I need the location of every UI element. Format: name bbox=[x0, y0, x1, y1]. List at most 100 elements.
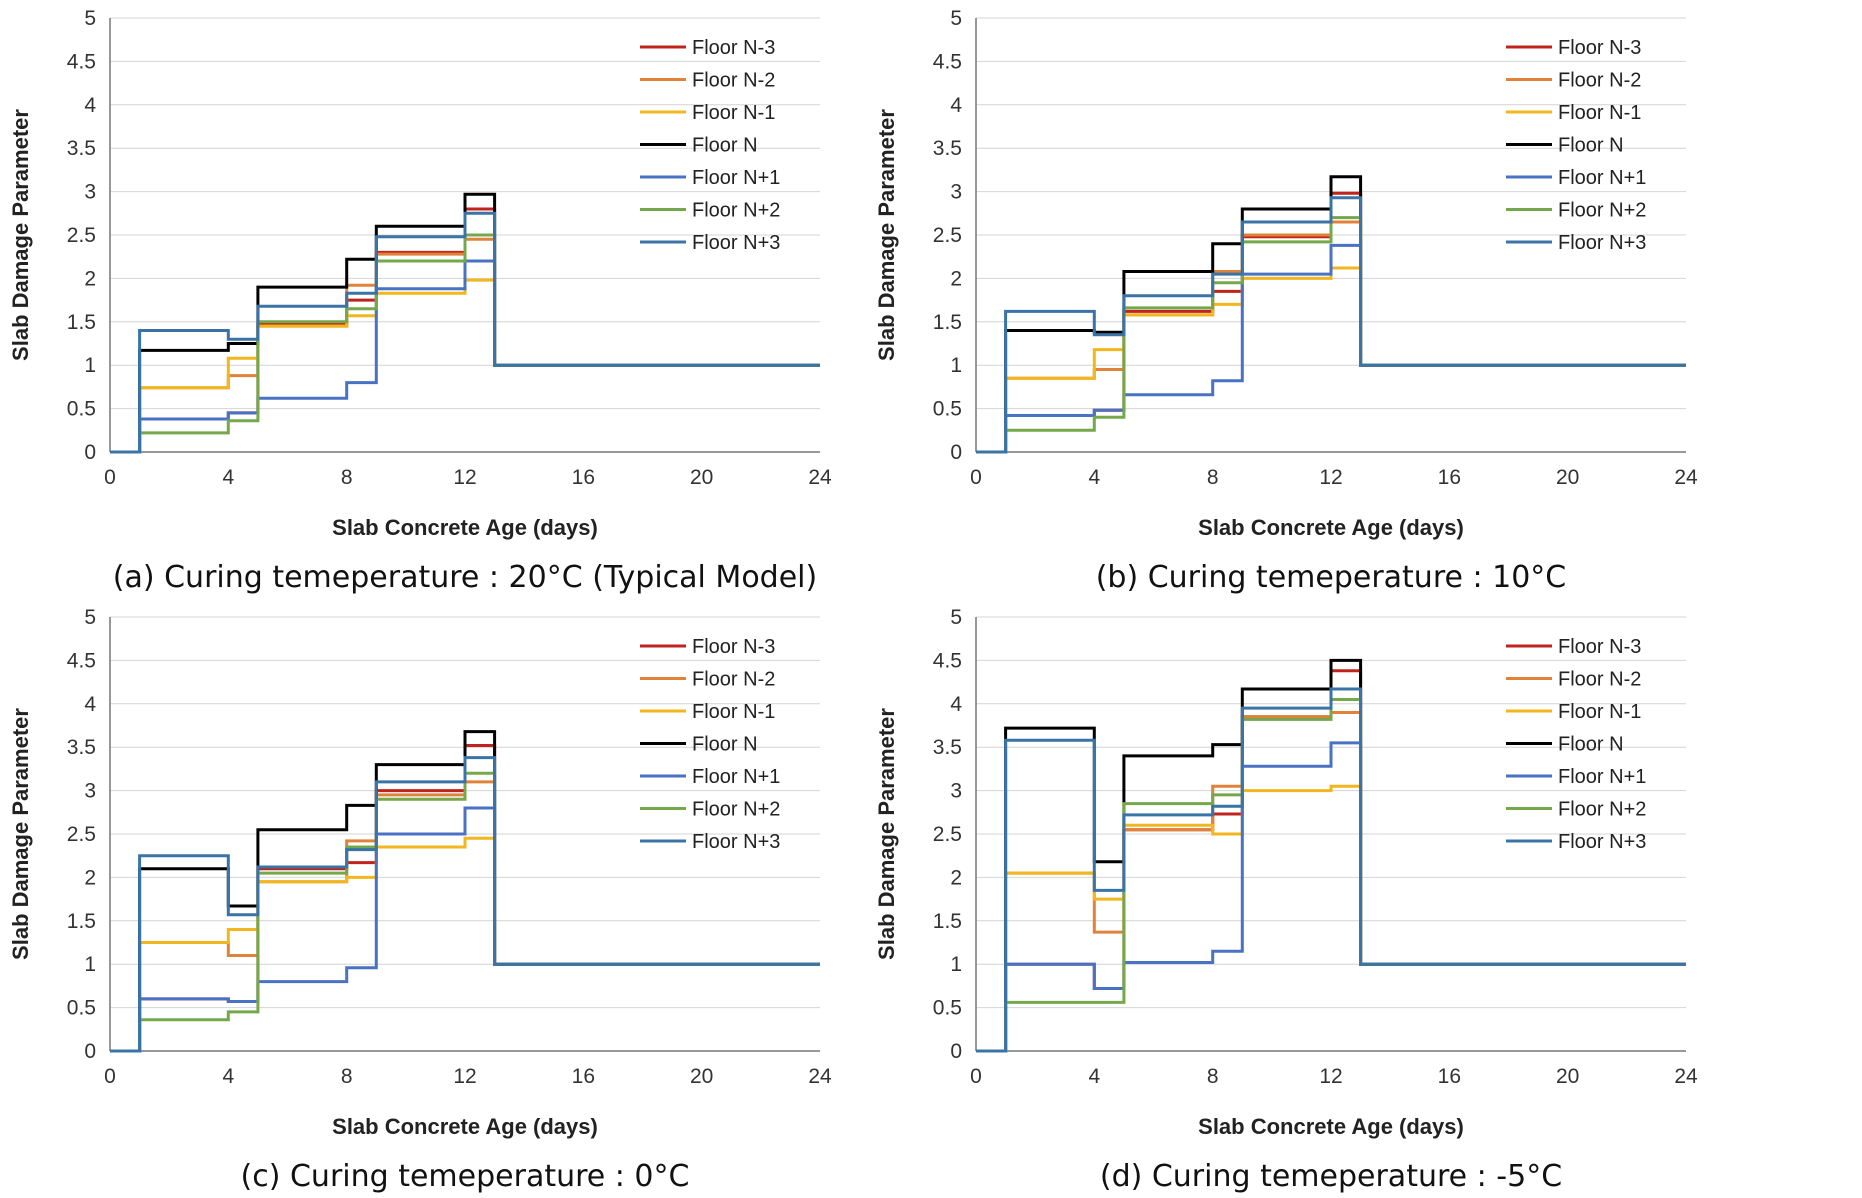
legend-label-floor-nplus3-a: Floor N+3 bbox=[692, 232, 780, 254]
x-axis-title-b: Slab Concrete Age (days) bbox=[1198, 515, 1464, 540]
x-tick-label-c: 12 bbox=[453, 1065, 476, 1088]
chart-svg-d: 0 0.5 1 1.5 2 2.5 3 3.5 4 4.5 5 0 4 8 12 16 20 24 Floor N-… bbox=[874, 606, 1698, 1194]
y-tick-label-a: 1.5 bbox=[67, 311, 96, 334]
y-tick-label-c: 1.5 bbox=[67, 910, 96, 933]
x-tick-label-d: 4 bbox=[1088, 1065, 1100, 1088]
legend-label-floor-nplus2-c: Floor N+2 bbox=[692, 799, 780, 821]
x-tick-label-a: 8 bbox=[341, 466, 353, 489]
x-tick-label-b: 24 bbox=[1674, 466, 1698, 489]
x-tick-label-c: 24 bbox=[808, 1065, 832, 1088]
x-axis-title-c: Slab Concrete Age (days) bbox=[332, 1114, 598, 1139]
y-tick-label-c: 3 bbox=[84, 780, 96, 803]
y-tick-label-b: 1 bbox=[950, 354, 962, 377]
x-tick-label-d: 0 bbox=[970, 1065, 982, 1088]
y-tick-label-a: 5 bbox=[84, 7, 96, 30]
legend-label-floor-n-d: Floor N bbox=[1558, 734, 1624, 756]
y-tick-label-d: 2.5 bbox=[933, 823, 962, 846]
y-tick-label-b: 5 bbox=[950, 7, 962, 30]
y-tick-label-a: 3 bbox=[84, 181, 96, 204]
series-line-floor-nplus1-d bbox=[976, 741, 1686, 1053]
x-tick-label-a: 0 bbox=[104, 466, 116, 489]
chart-panel-b: 0 0.5 1 1.5 2 2.5 3 3.5 4 4.5 5 0 4 8 12 16 20 24 Floor N-… bbox=[866, 0, 1797, 599]
legend-label-floor-n-3-b: Floor N-3 bbox=[1558, 37, 1641, 59]
legend-label-floor-n-2-d: Floor N-2 bbox=[1558, 669, 1641, 691]
x-tick-label-b: 4 bbox=[1088, 466, 1100, 489]
y-tick-label-a: 4 bbox=[84, 94, 96, 117]
x-tick-label-b: 8 bbox=[1207, 466, 1219, 489]
series-line-floor-nplus1-b bbox=[976, 243, 1686, 454]
legend-label-floor-n-2-b: Floor N-2 bbox=[1558, 70, 1641, 92]
chart-svg-b: 0 0.5 1 1.5 2 2.5 3 3.5 4 4.5 5 0 4 8 12 16 20 24 Floor N-… bbox=[874, 7, 1698, 595]
y-tick-label-a: 2 bbox=[84, 267, 96, 290]
chart-panel-c: 0 0.5 1 1.5 2 2.5 3 3.5 4 4.5 5 0 4 8 12 16 20 24 Floor N-… bbox=[0, 599, 931, 1198]
series-line-floor-n-1-d bbox=[976, 784, 1686, 1053]
x-tick-label-a: 12 bbox=[453, 466, 476, 489]
y-tick-label-c: 4 bbox=[84, 693, 96, 716]
x-tick-label-c: 4 bbox=[222, 1065, 234, 1088]
x-tick-label-d: 12 bbox=[1319, 1065, 1342, 1088]
legend-label-floor-nplus3-d: Floor N+3 bbox=[1558, 831, 1646, 853]
legend-label-floor-n-a: Floor N bbox=[692, 135, 758, 157]
series-line-floor-nplus3-d bbox=[976, 687, 1686, 1053]
legend-label-floor-n-1-d: Floor N-1 bbox=[1558, 701, 1641, 723]
legend-label-floor-n-1-a: Floor N-1 bbox=[692, 102, 775, 124]
figure-caption-a: (a) Curing temeperature : 20°C (Typical … bbox=[113, 560, 817, 595]
y-tick-label-a: 2.5 bbox=[67, 224, 96, 247]
series-line-floor-n-1-b bbox=[976, 266, 1686, 454]
y-tick-label-d: 3.5 bbox=[933, 736, 962, 759]
y-tick-label-d: 2 bbox=[950, 866, 962, 889]
chart-panel-a: 0 0.5 1 1.5 2 2.5 3 3.5 4 4.5 5 0 4 8 12 16 20 24 Floor N-… bbox=[0, 0, 931, 599]
x-tick-label-a: 4 bbox=[222, 466, 234, 489]
y-tick-label-c: 0.5 bbox=[67, 997, 96, 1020]
legend-label-floor-nplus1-c: Floor N+1 bbox=[692, 766, 780, 788]
x-tick-label-d: 16 bbox=[1438, 1065, 1461, 1088]
y-tick-label-d: 1 bbox=[950, 953, 962, 976]
series-line-floor-n-a bbox=[110, 192, 820, 454]
legend-label-floor-n-3-d: Floor N-3 bbox=[1558, 636, 1641, 658]
x-tick-label-c: 8 bbox=[341, 1065, 353, 1088]
legend-label-floor-n-1-b: Floor N-1 bbox=[1558, 102, 1641, 124]
legend-label-floor-nplus1-b: Floor N+1 bbox=[1558, 167, 1646, 189]
legend-label-floor-n-c: Floor N bbox=[692, 734, 758, 756]
x-axis-title-a: Slab Concrete Age (days) bbox=[332, 515, 598, 540]
figure-caption-d: (d) Curing temeperature : -5°C bbox=[1100, 1159, 1562, 1194]
y-tick-label-d: 0.5 bbox=[933, 997, 962, 1020]
y-tick-label-d: 0 bbox=[950, 1040, 962, 1063]
legend-label-floor-n-3-c: Floor N-3 bbox=[692, 636, 775, 658]
y-tick-label-d: 3 bbox=[950, 780, 962, 803]
series-line-floor-nplus1-a bbox=[110, 259, 820, 454]
y-tick-label-b: 0 bbox=[950, 441, 962, 464]
y-tick-label-a: 0.5 bbox=[67, 398, 96, 421]
y-tick-label-c: 5 bbox=[84, 606, 96, 629]
legend-label-floor-nplus1-a: Floor N+1 bbox=[692, 167, 780, 189]
y-axis-title-d: Slab Damage Parameter bbox=[874, 708, 899, 960]
x-tick-label-b: 16 bbox=[1438, 466, 1461, 489]
y-tick-label-c: 4.5 bbox=[67, 649, 96, 672]
series-line-floor-nplus1-c bbox=[110, 806, 820, 1053]
y-tick-label-b: 2 bbox=[950, 267, 962, 290]
x-tick-label-b: 12 bbox=[1319, 466, 1342, 489]
y-tick-label-b: 3 bbox=[950, 181, 962, 204]
y-tick-label-a: 3.5 bbox=[67, 137, 96, 160]
y-tick-label-a: 0 bbox=[84, 441, 96, 464]
chart-svg-a: 0 0.5 1 1.5 2 2.5 3 3.5 4 4.5 5 0 4 8 12 16 20 24 Floor N-… bbox=[8, 7, 832, 595]
x-tick-label-d: 8 bbox=[1207, 1065, 1219, 1088]
legend-label-floor-n-b: Floor N bbox=[1558, 135, 1624, 157]
y-axis-title-a: Slab Damage Parameter bbox=[8, 109, 33, 361]
series-line-floor-n-c bbox=[110, 730, 820, 1053]
y-tick-label-c: 2 bbox=[84, 866, 96, 889]
y-tick-label-c: 0 bbox=[84, 1040, 96, 1063]
legend-label-floor-nplus3-c: Floor N+3 bbox=[692, 831, 780, 853]
legend-label-floor-n-2-c: Floor N-2 bbox=[692, 669, 775, 691]
y-tick-label-c: 3.5 bbox=[67, 736, 96, 759]
legend-label-floor-nplus1-d: Floor N+1 bbox=[1558, 766, 1646, 788]
chart-svg-c: 0 0.5 1 1.5 2 2.5 3 3.5 4 4.5 5 0 4 8 12 16 20 24 Floor N-… bbox=[8, 606, 832, 1194]
series-line-floor-n-1-c bbox=[110, 836, 820, 1053]
y-tick-label-b: 2.5 bbox=[933, 224, 962, 247]
y-tick-label-d: 4 bbox=[950, 693, 962, 716]
y-tick-label-b: 1.5 bbox=[933, 311, 962, 334]
series-line-floor-nplus2-d bbox=[976, 698, 1686, 1053]
x-tick-label-a: 24 bbox=[808, 466, 832, 489]
y-tick-label-d: 4.5 bbox=[933, 649, 962, 672]
y-tick-label-d: 5 bbox=[950, 606, 962, 629]
